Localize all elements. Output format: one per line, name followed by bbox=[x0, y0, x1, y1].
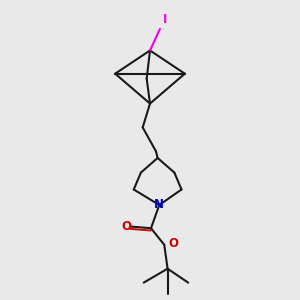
Text: O: O bbox=[168, 237, 178, 250]
Text: N: N bbox=[154, 199, 164, 212]
Text: O: O bbox=[122, 220, 131, 233]
Text: I: I bbox=[163, 13, 167, 26]
